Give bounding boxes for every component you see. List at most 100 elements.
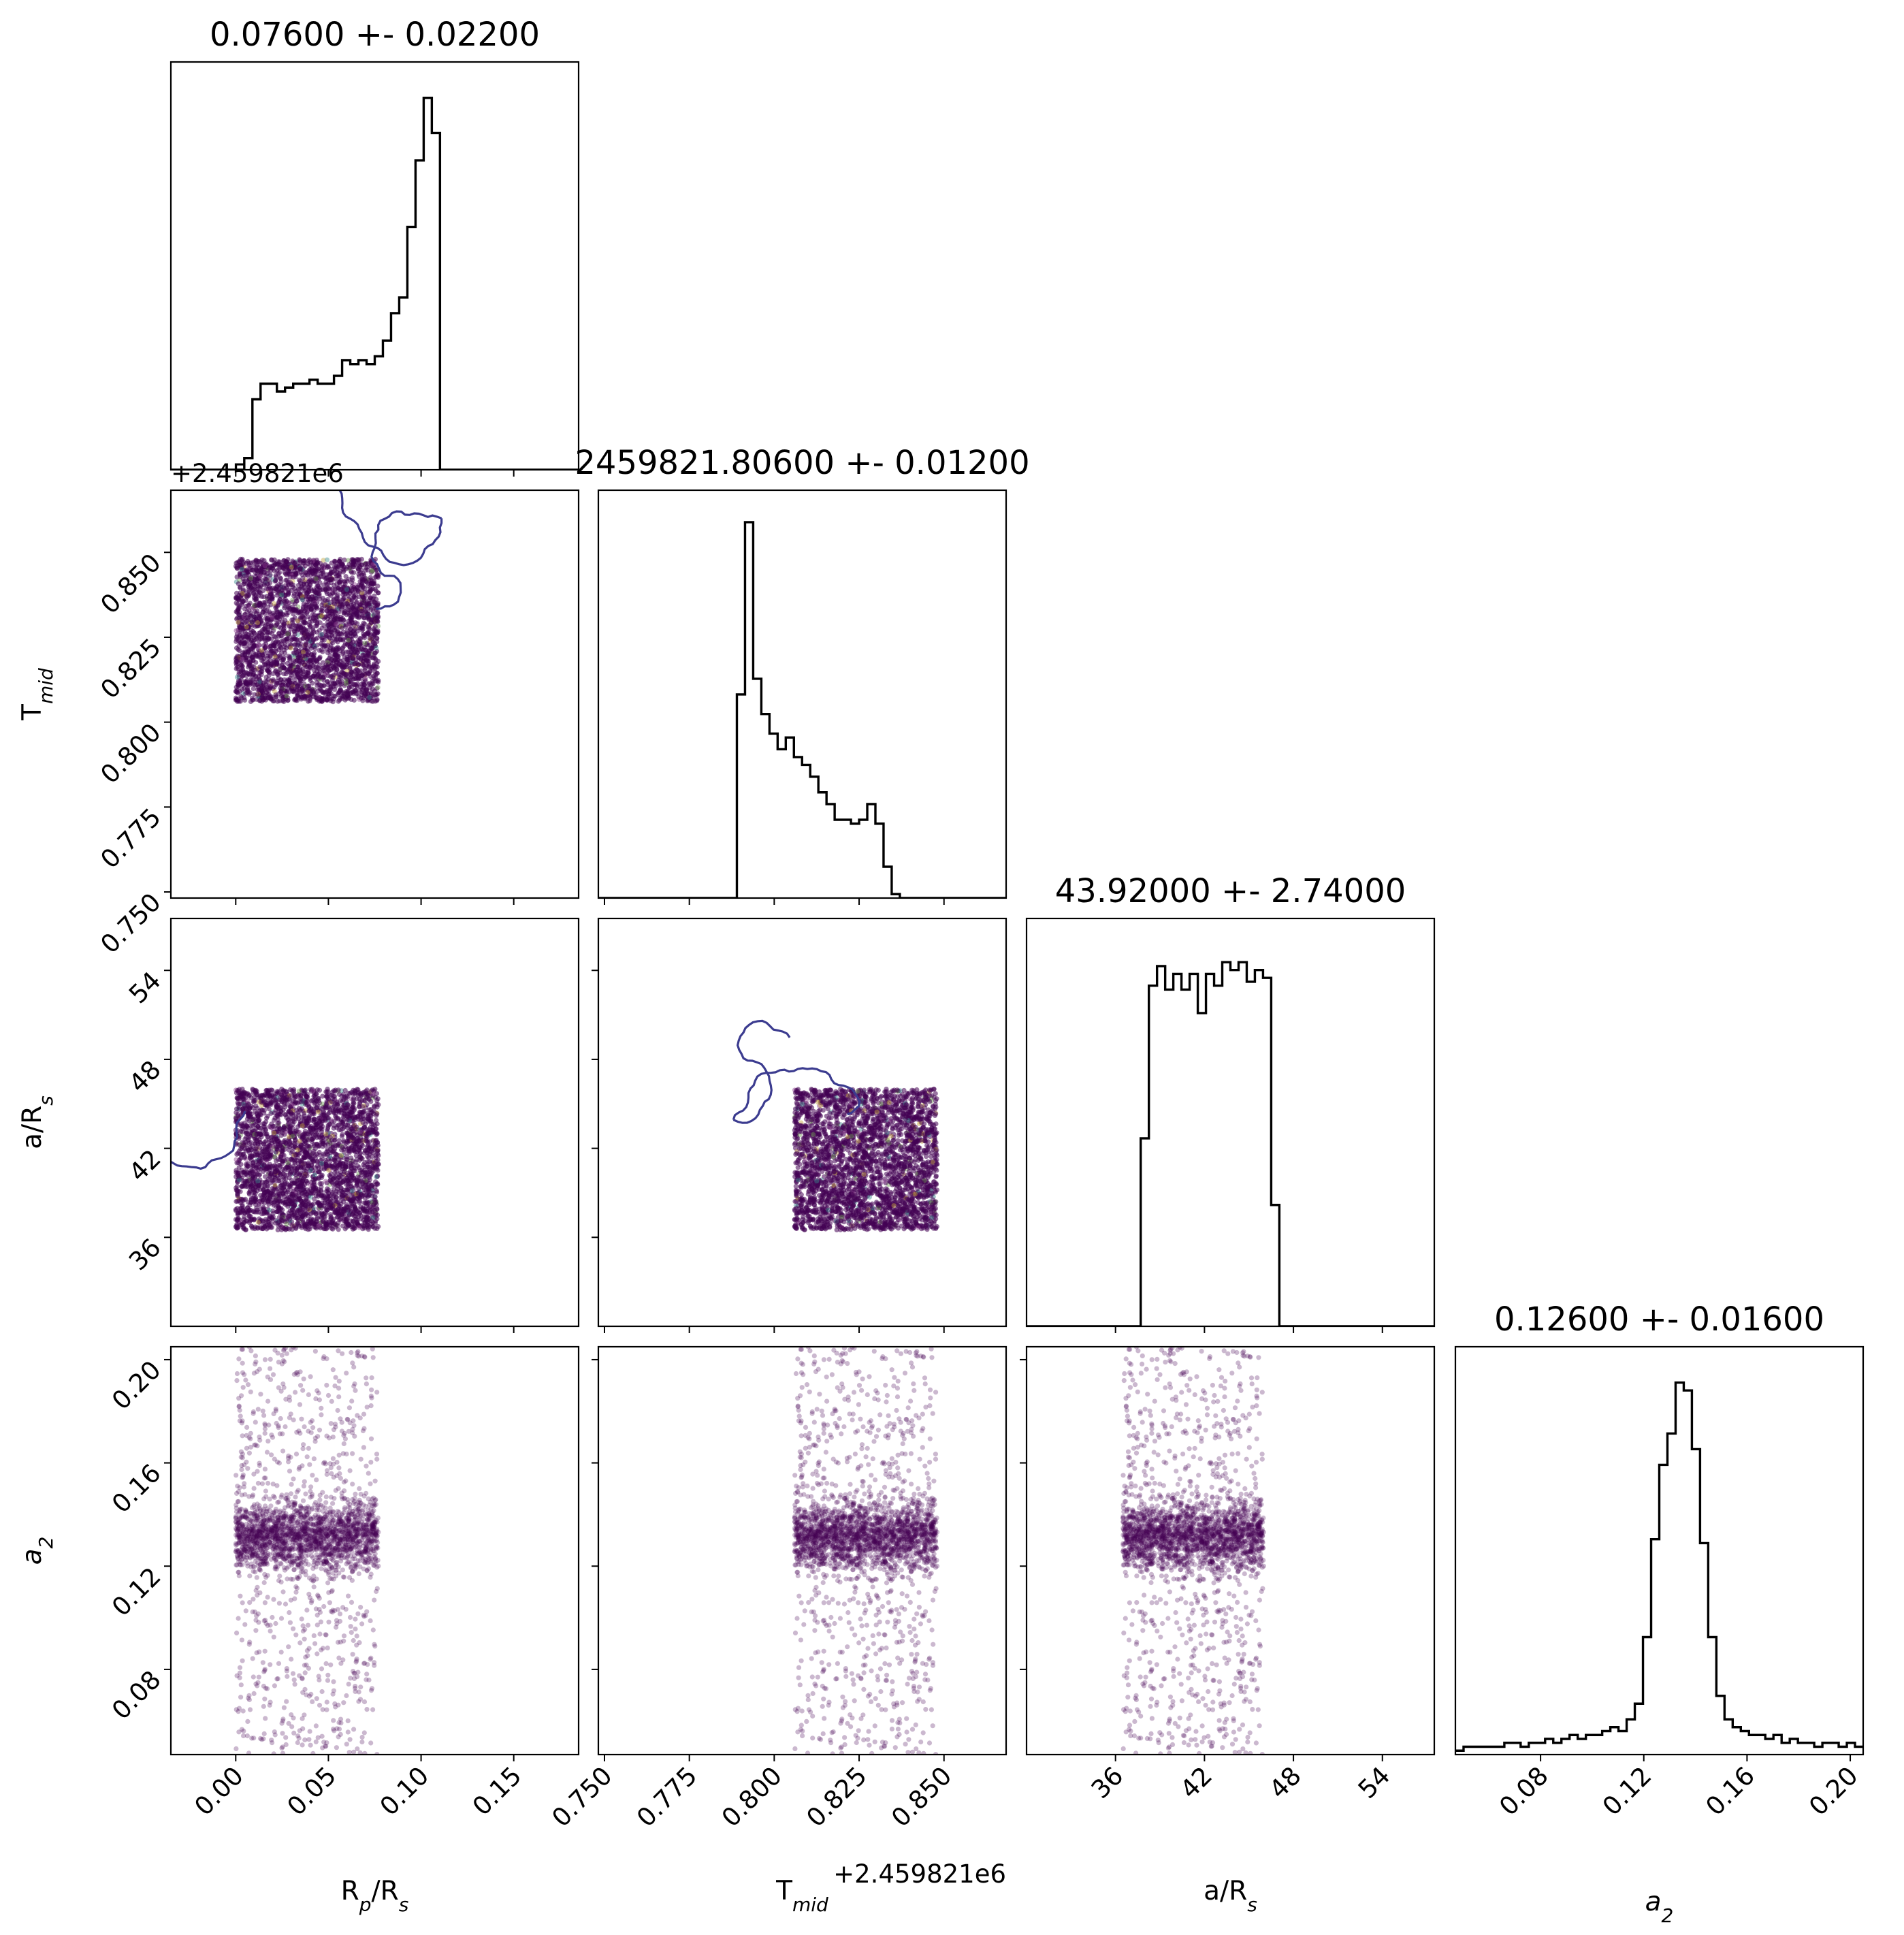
sample-point	[291, 611, 296, 617]
sample-point	[319, 613, 325, 618]
sample-point	[308, 560, 314, 565]
sample-point	[250, 640, 255, 645]
sample-point	[346, 684, 352, 690]
sample-point	[330, 680, 336, 686]
sample-point	[308, 616, 313, 622]
sample-point	[319, 632, 325, 637]
sample-point	[233, 639, 239, 644]
sample-point	[363, 654, 369, 660]
sample-point	[236, 581, 241, 587]
sample-point	[262, 626, 268, 631]
sample-point	[324, 557, 330, 562]
sample-point	[319, 699, 325, 705]
sample-point	[295, 692, 301, 698]
sample-point	[359, 556, 365, 562]
sample-point	[357, 1096, 362, 1102]
sample-point	[365, 564, 370, 570]
sample-point	[255, 576, 260, 581]
sample-point	[350, 1104, 355, 1110]
sample-point	[259, 632, 265, 637]
sample-point	[319, 625, 325, 631]
title-tmid: 2459821.80600 +- 0.01200	[575, 444, 1029, 482]
sample-point	[368, 605, 374, 610]
sample-point	[364, 640, 370, 646]
sample-point	[269, 643, 274, 649]
sample-point	[267, 599, 272, 605]
sample-point	[310, 637, 316, 643]
sample-point	[278, 689, 284, 694]
sample-point	[251, 686, 256, 692]
sample-point	[350, 656, 356, 662]
sample-point	[263, 693, 268, 699]
sample-point	[259, 695, 264, 701]
sample-point	[332, 558, 337, 564]
sample-point	[351, 560, 357, 566]
sample-point	[300, 636, 306, 641]
sample-point	[281, 665, 287, 671]
sample-point	[266, 609, 272, 615]
sample-point	[349, 579, 355, 586]
sample-point	[352, 627, 358, 633]
sample-point	[320, 587, 325, 592]
sample-point	[280, 612, 286, 618]
sample-point	[362, 665, 368, 671]
sample-point	[338, 569, 343, 575]
sample-point	[365, 631, 370, 637]
sample-point	[321, 582, 327, 588]
y-tick-label: 0.850	[95, 548, 166, 620]
sample-point	[372, 692, 378, 698]
sample-point	[374, 645, 379, 651]
sample-point	[287, 677, 292, 683]
sample-point	[314, 679, 320, 686]
sample-point	[269, 648, 274, 654]
sample-point	[302, 588, 307, 594]
contour-line	[338, 490, 443, 566]
sample-point	[303, 570, 308, 575]
sample-point	[276, 601, 281, 606]
sample-point	[270, 1088, 275, 1093]
sample-point	[306, 589, 312, 594]
sample-point	[296, 1089, 302, 1094]
sample-point	[364, 687, 369, 692]
sample-point	[357, 594, 362, 600]
sample-point	[256, 1118, 261, 1123]
sample-point	[316, 1115, 321, 1121]
sample-point	[291, 635, 296, 640]
sample-point	[303, 648, 308, 654]
sample-point	[273, 578, 278, 583]
sample-point	[241, 567, 247, 573]
sample-point	[339, 632, 344, 637]
sample-point	[320, 1093, 325, 1099]
sample-point	[337, 697, 342, 703]
sample-point	[321, 574, 326, 579]
sample-point	[284, 693, 289, 699]
sample-point	[341, 585, 346, 590]
sample-point	[287, 658, 293, 663]
sample-point	[242, 686, 247, 692]
panel-frame	[170, 489, 580, 899]
sample-point	[244, 690, 250, 696]
sample-point	[243, 680, 248, 686]
sample-point	[349, 618, 355, 623]
sample-point	[270, 615, 275, 620]
sample-point	[355, 668, 361, 673]
sample-point	[369, 568, 374, 573]
panel-tmid-rp	[164, 489, 580, 905]
sample-point	[259, 564, 265, 571]
sample-point	[294, 684, 300, 690]
sample-point	[314, 695, 319, 701]
sample-point	[272, 601, 277, 607]
sample-point	[346, 637, 351, 643]
sample-point	[360, 585, 366, 590]
sample-point	[375, 685, 381, 690]
sample-point	[287, 685, 292, 691]
sample-point	[265, 615, 270, 621]
sample-point	[297, 644, 303, 650]
sample-point	[281, 624, 287, 629]
sample-point	[321, 558, 326, 563]
sample-point	[317, 1181, 323, 1187]
sample-point	[304, 641, 309, 647]
histogram-rp	[171, 97, 579, 470]
sample-point	[248, 577, 253, 583]
sample-point	[276, 647, 282, 653]
